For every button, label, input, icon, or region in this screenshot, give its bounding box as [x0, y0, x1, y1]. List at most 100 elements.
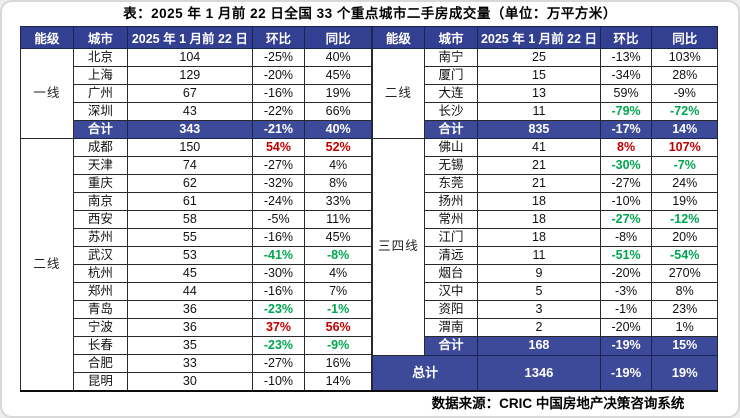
right-table: 能级 城市 2025 年 1 月前 22 日环比 同比 二线 南宁 25 -13% 103% 厦门…	[371, 26, 718, 392]
city-row: 厦门 15 -34% 28%	[373, 66, 718, 86]
value-cell: 35	[127, 335, 253, 355]
city-row: 天津 74 -27% 4%	[21, 155, 372, 175]
value-cell: 104	[127, 48, 253, 67]
city-row: 烟台 9 -20% 270%	[373, 264, 718, 284]
city-row: 无锡 21 -30% -7%	[373, 156, 718, 176]
city-cell: 西安	[72, 209, 129, 229]
city-row: 渭南 2 -20% 1%	[373, 318, 718, 338]
city-cell: 杭州	[72, 263, 129, 283]
city-row: 杭州 45 -30% 4%	[21, 263, 372, 283]
yoy-cell: 19%	[651, 192, 718, 212]
mom-cell: -8%	[599, 228, 653, 248]
city-cell: 苏州	[72, 227, 129, 247]
mom-cell: -19%	[599, 336, 653, 356]
yoy-cell: 103%	[651, 47, 718, 68]
yoy-cell: 52%	[304, 137, 372, 157]
yoy-cell: -9%	[651, 84, 718, 104]
city-row: 西安 58 -5% 11%	[21, 209, 372, 229]
header-row: 能级 城市 2025 年 1 月前 22 日环比 同比	[20, 26, 372, 49]
value-cell: 41	[477, 138, 601, 158]
city-cell: 厦门	[423, 66, 479, 86]
city-cell: 宁波	[72, 317, 129, 337]
yoy-cell: 66%	[304, 101, 372, 121]
city-row: 扬州 18 -10% 19%	[373, 192, 718, 212]
city-cell: 武汉	[72, 245, 129, 265]
mom-cell: -1%	[599, 300, 653, 320]
value-cell: 21	[477, 156, 601, 176]
left-table: 能级 城市 2025 年 1 月前 22 日环比 同比 一线 北京 104 -25% 40% 上海…	[20, 26, 372, 392]
yoy-cell: 19%	[304, 83, 372, 103]
yoy-cell: 11%	[304, 209, 372, 229]
value-cell: 5	[477, 282, 601, 302]
value-cell: 36	[127, 317, 253, 337]
city-row: 合肥 33 -27% 16%	[21, 353, 372, 373]
data-source: 数据来源：CRIC 中国房地产决策咨询系统	[431, 396, 685, 411]
value-cell: 18	[477, 192, 601, 212]
city-row: 郑州 44 -16% 7%	[21, 281, 372, 301]
value-cell: 343	[127, 119, 253, 139]
city-row: 青岛 36 -23% -1%	[21, 299, 372, 319]
city-cell: 合计	[423, 120, 479, 140]
mom-cell: -41%	[251, 245, 306, 265]
city-cell: 清远	[423, 246, 479, 266]
tier-cell: 二线	[372, 47, 425, 140]
city-row: 长春 35 -23% -9%	[21, 335, 372, 355]
grand-total-label: 总计	[371, 354, 479, 392]
yoy-cell: -7%	[651, 156, 718, 176]
city-row: 一线 北京 104 -25% 40%	[20, 48, 372, 139]
yoy-cell: 1%	[651, 318, 718, 338]
yoy-cell: 24%	[651, 174, 718, 194]
city-cell: 长春	[72, 335, 129, 355]
mom-cell: -22%	[251, 101, 306, 121]
value-cell: 44	[127, 281, 253, 301]
yoy-cell: 40%	[304, 48, 372, 67]
yoy-cell: 14%	[304, 371, 372, 392]
yoy-cell: 28%	[651, 66, 718, 86]
value-cell: 25	[477, 47, 601, 68]
city-cell: 青岛	[72, 299, 129, 319]
col-header-period: 2025 年 1 月前 22 日	[477, 26, 601, 49]
city-cell: 重庆	[72, 173, 129, 193]
yoy-cell: 270%	[651, 264, 718, 284]
city-cell: 昆明	[72, 371, 129, 392]
value-cell: 61	[127, 191, 253, 211]
yoy-cell: -8%	[304, 245, 372, 265]
mom-cell: -16%	[251, 227, 306, 247]
city-row: 大连 13 59% -9%	[373, 84, 718, 104]
yoy-cell: -9%	[304, 335, 372, 355]
header-row: 能级 城市 2025 年 1 月前 22 日环比 同比	[372, 26, 718, 49]
yoy-cell: 23%	[651, 300, 718, 320]
city-cell: 烟台	[423, 264, 479, 284]
city-cell: 合计	[72, 119, 129, 139]
yoy-cell: 20%	[651, 228, 718, 248]
yoy-cell: 16%	[304, 353, 372, 373]
city-cell: 南宁	[423, 47, 479, 68]
tier-cell: 二线	[20, 137, 74, 392]
mom-cell: -21%	[251, 119, 306, 139]
city-row: 三四线 佛山 41 8% 107%	[372, 138, 718, 356]
col-header-yoy: 同比	[304, 26, 372, 49]
mom-cell: -27%	[251, 353, 306, 373]
mom-cell: -27%	[599, 210, 653, 230]
value-cell: 13	[477, 84, 601, 104]
value-cell: 33	[127, 353, 253, 373]
subtotal-row: 合计 168 -19% 15%	[373, 336, 718, 356]
mom-cell: -27%	[599, 174, 653, 194]
mom-cell: -32%	[251, 173, 306, 193]
value-cell: 150	[127, 137, 253, 157]
city-cell: 深圳	[72, 101, 129, 121]
value-cell: 43	[127, 101, 253, 121]
mom-cell: -30%	[599, 156, 653, 176]
yoy-cell: 56%	[304, 317, 372, 337]
mom-cell: -51%	[599, 246, 653, 266]
city-cell: 江门	[423, 228, 479, 248]
mom-cell: -34%	[599, 66, 653, 86]
city-row: 武汉 53 -41% -8%	[21, 245, 372, 265]
city-row: 宁波 36 37% 56%	[21, 317, 372, 337]
value-cell: 55	[127, 227, 253, 247]
yoy-cell: 8%	[304, 173, 372, 193]
mom-cell: -20%	[599, 318, 653, 338]
city-cell: 长沙	[423, 102, 479, 122]
yoy-cell: 7%	[304, 281, 372, 301]
